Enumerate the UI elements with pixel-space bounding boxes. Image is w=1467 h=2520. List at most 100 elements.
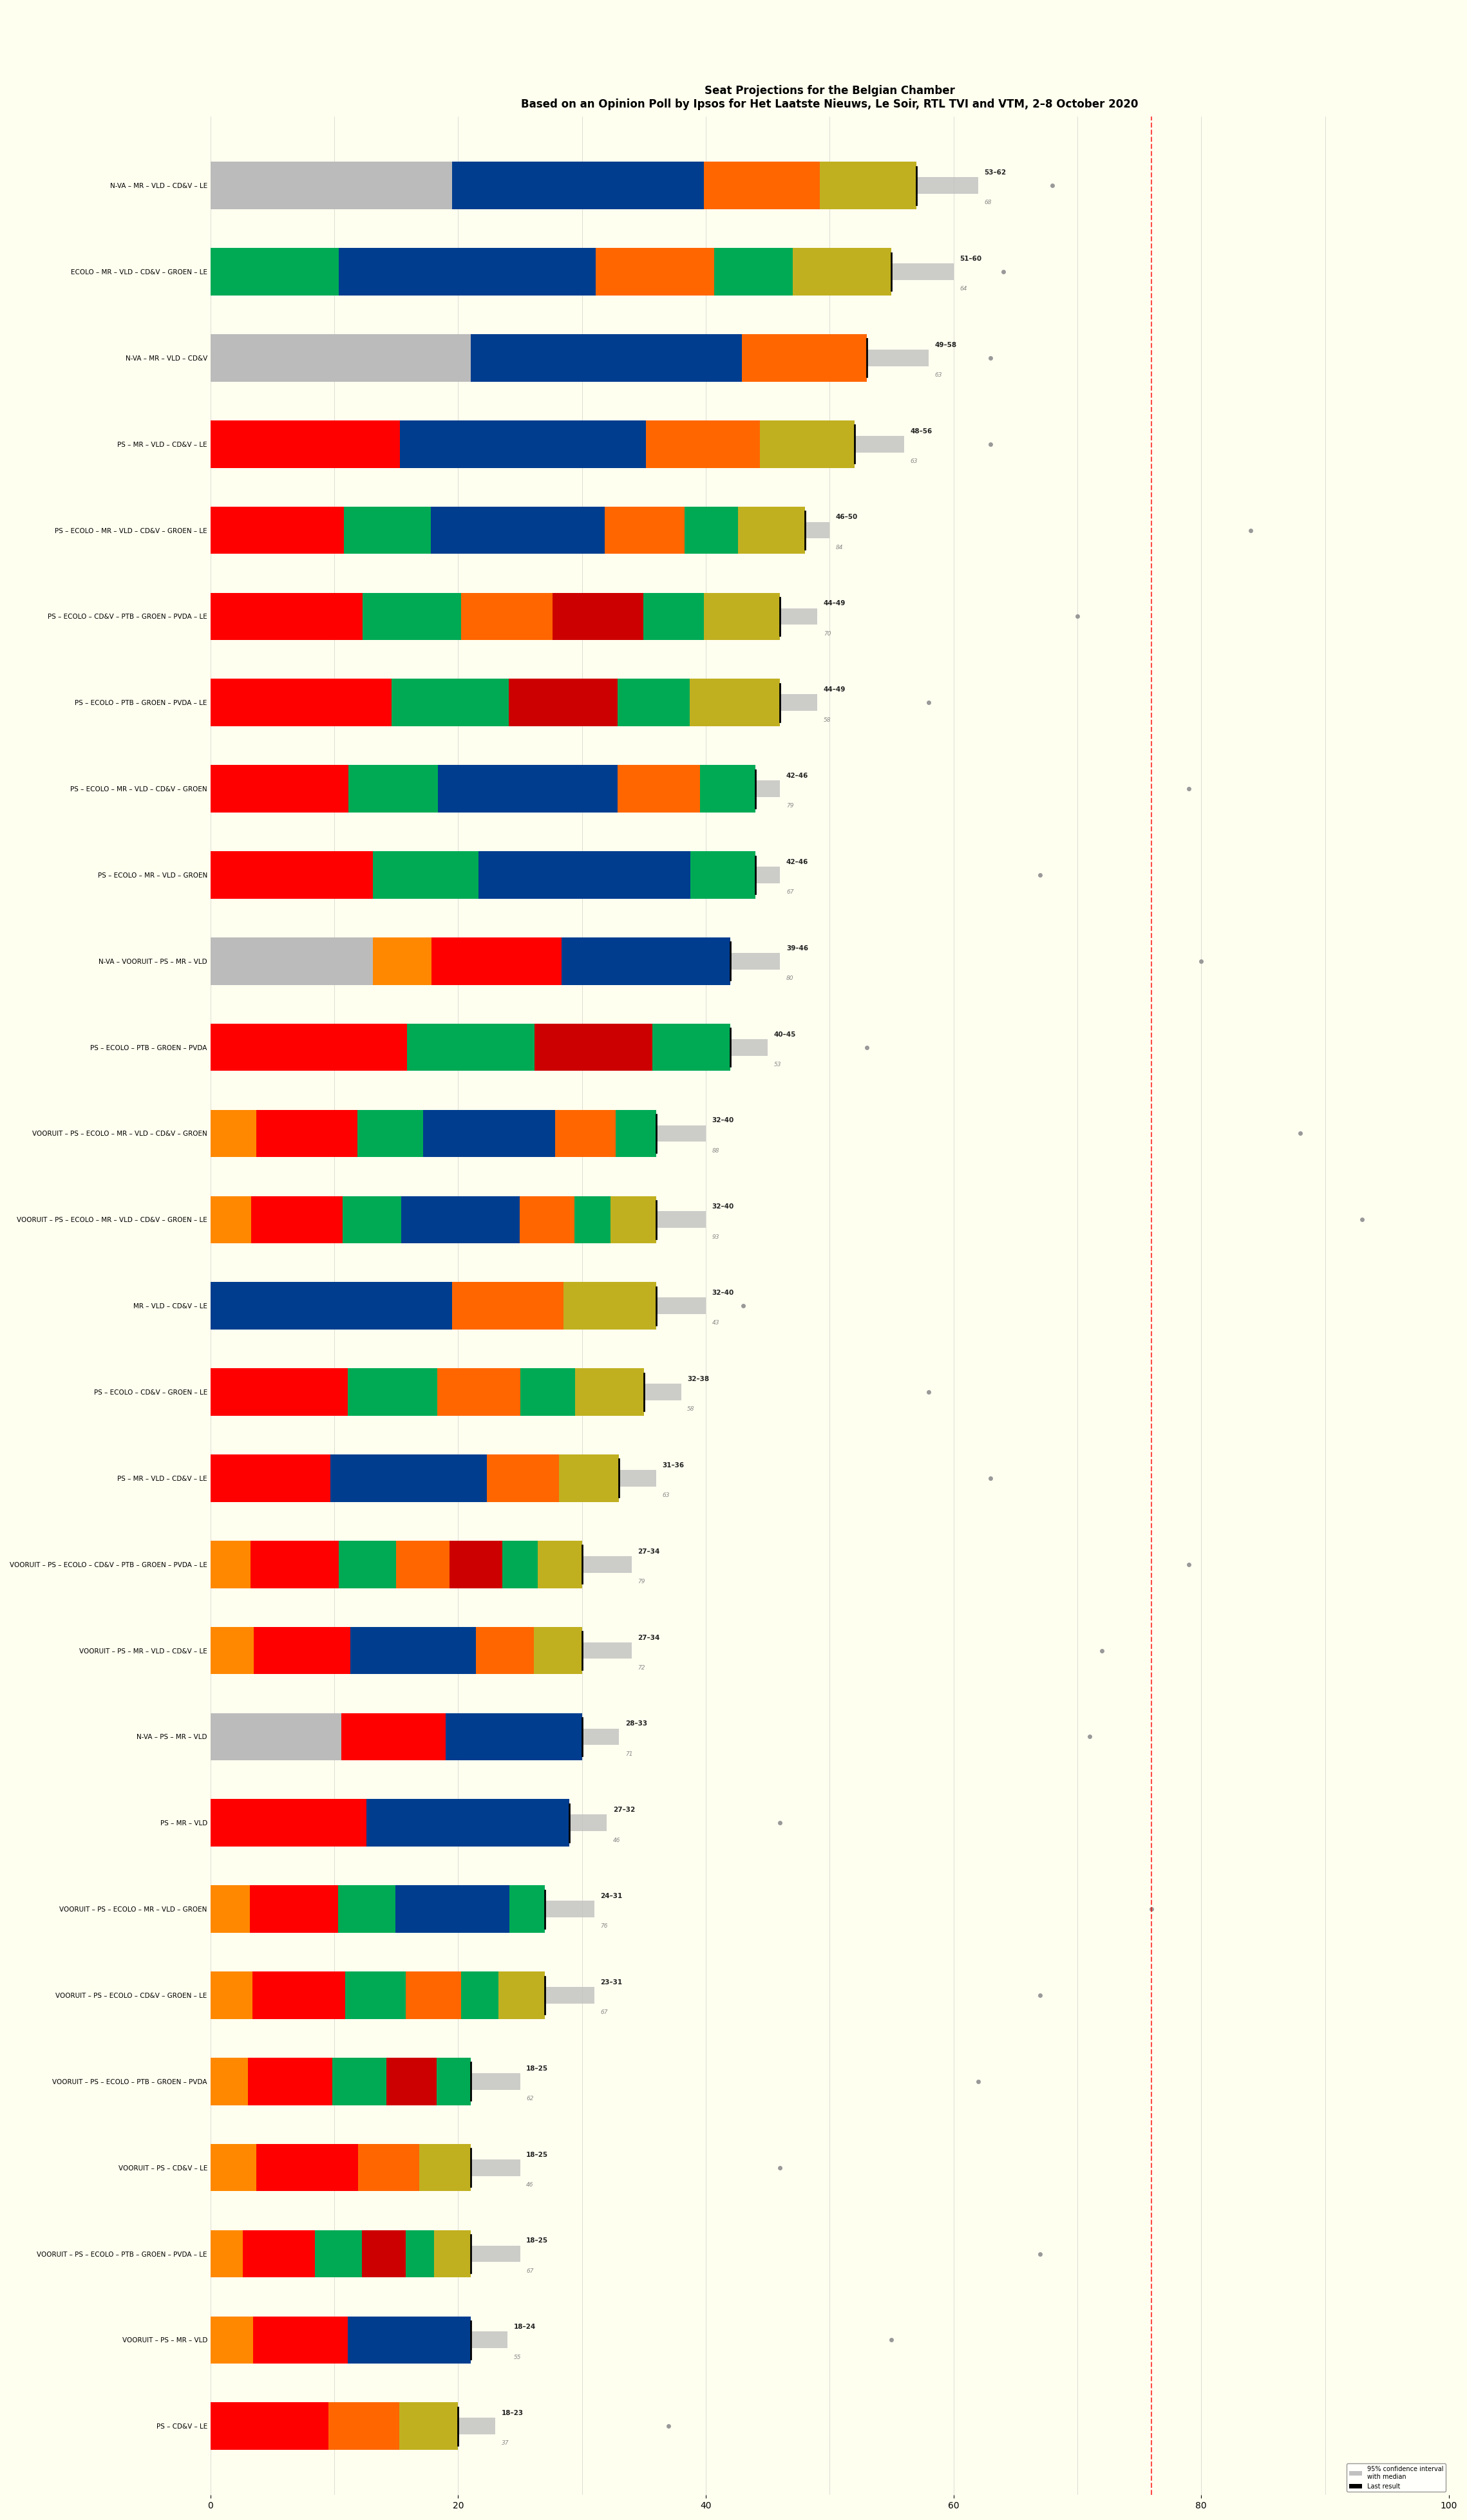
Bar (210, 678, 392, 726)
Bar (210, 1023, 406, 1071)
Bar (210, 937, 373, 985)
Text: 72: 72 (638, 1666, 645, 1671)
Text: 93: 93 (711, 1235, 719, 1240)
Bar (348, 1368, 437, 1416)
Bar (805, 436, 904, 454)
Bar (340, 1283, 452, 1331)
Bar (257, 2145, 358, 2192)
Text: 43: 43 (711, 1320, 719, 1326)
Bar (373, 852, 478, 900)
Bar (509, 678, 618, 726)
Text: 63: 63 (663, 1492, 670, 1499)
Text: 27–34: 27–34 (638, 1547, 660, 1555)
Bar (842, 265, 954, 280)
Text: 68: 68 (984, 199, 992, 207)
Bar (616, 1109, 656, 1157)
Text: 70: 70 (823, 630, 830, 638)
Bar (396, 1540, 449, 1588)
Bar (387, 2059, 437, 2104)
Bar (691, 852, 756, 900)
Bar (433, 2417, 496, 2434)
Bar (644, 592, 704, 640)
Bar (342, 1197, 402, 1242)
Text: 31–36: 31–36 (663, 1462, 685, 1469)
Bar (257, 1109, 358, 1157)
Bar (210, 1540, 251, 1588)
Text: 71: 71 (625, 1751, 632, 1756)
Bar (362, 2230, 405, 2278)
Text: 18–24: 18–24 (513, 2323, 535, 2331)
Text: 18–25: 18–25 (527, 2152, 549, 2157)
Bar (367, 1799, 475, 1847)
Bar (524, 507, 604, 554)
Text: 80: 80 (786, 975, 794, 980)
Bar (452, 161, 588, 209)
Bar (502, 1540, 538, 1588)
Text: 46–50: 46–50 (836, 514, 858, 522)
Text: 23–31: 23–31 (600, 1978, 622, 1986)
Bar (714, 247, 792, 295)
Bar (519, 1197, 575, 1242)
Bar (817, 350, 929, 365)
Bar (210, 161, 452, 209)
Text: 53: 53 (775, 1061, 782, 1068)
Bar (210, 2059, 248, 2104)
Text: 53–62: 53–62 (984, 169, 1006, 176)
Text: 63: 63 (910, 459, 917, 464)
Text: 44–49: 44–49 (823, 600, 845, 607)
Bar (210, 2230, 244, 2278)
Bar (210, 852, 373, 900)
Bar (509, 1885, 544, 1933)
Bar (704, 161, 820, 209)
Bar (562, 937, 653, 985)
Bar (422, 1109, 494, 1157)
Text: 62: 62 (527, 2097, 534, 2102)
Bar (210, 2145, 257, 2192)
Bar (402, 1197, 465, 1242)
Bar (210, 1971, 252, 2019)
Bar (210, 1628, 254, 1673)
Bar (519, 1368, 575, 1416)
Title: Seat Projections for the Belgian Chamber
Based on an Opinion Poll by Ipsos for H: Seat Projections for the Belgian Chamber… (521, 86, 1138, 111)
Bar (405, 1971, 461, 2019)
Bar (449, 1540, 502, 1588)
Bar (820, 161, 917, 209)
Bar (496, 1986, 594, 2003)
Bar (434, 2230, 471, 2278)
Bar (431, 937, 562, 985)
Bar (704, 592, 780, 640)
Bar (756, 696, 817, 711)
Bar (645, 421, 760, 469)
Text: 48–56: 48–56 (910, 428, 932, 433)
Bar (689, 678, 780, 726)
Text: 32–40: 32–40 (711, 1205, 734, 1210)
Bar (337, 1885, 395, 1933)
Bar (252, 2316, 348, 2364)
Bar (351, 1628, 418, 1673)
Bar (610, 1197, 656, 1242)
Bar (358, 1109, 422, 1157)
Text: 79: 79 (638, 1578, 645, 1585)
Text: 18–25: 18–25 (527, 2066, 549, 2071)
Text: 67: 67 (527, 2268, 534, 2273)
Bar (210, 247, 339, 295)
Bar (487, 1454, 559, 1502)
Bar (867, 176, 978, 194)
Bar (456, 1885, 509, 1933)
Text: 63: 63 (934, 373, 942, 378)
Bar (392, 678, 509, 726)
Text: 39–46: 39–46 (786, 945, 808, 953)
Legend: 95% confidence interval
with median, Last result: 95% confidence interval with median, Las… (1347, 2465, 1445, 2492)
Bar (330, 1454, 415, 1502)
Text: 27–34: 27–34 (638, 1635, 660, 1641)
Bar (555, 1109, 616, 1157)
Bar (210, 1714, 342, 1761)
Bar (534, 1023, 651, 1071)
Bar (477, 247, 596, 295)
Bar (431, 507, 524, 554)
Bar (210, 421, 400, 469)
Text: 44–49: 44–49 (823, 685, 845, 693)
Bar (254, 1628, 351, 1673)
Text: 32–40: 32–40 (711, 1290, 734, 1295)
Text: 42–46: 42–46 (786, 859, 808, 864)
